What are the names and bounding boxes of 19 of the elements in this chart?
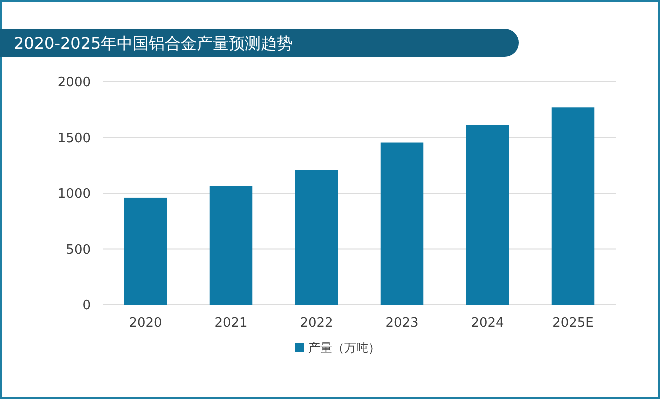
y-tick-label: 1500	[58, 131, 91, 146]
chart-title: 2020-2025年中国铝合金产量预测趋势	[14, 34, 294, 53]
bar	[295, 170, 338, 305]
y-tick-label: 500	[66, 242, 91, 258]
y-tick-label: 0	[82, 298, 91, 314]
x-tick-label: 2024	[471, 316, 504, 331]
bar	[210, 186, 253, 305]
x-tick-label: 2025E	[552, 316, 594, 331]
y-tick-label: 2000	[58, 76, 91, 90]
legend-label: 产量（万吨）	[308, 341, 380, 355]
x-tick-label: 2020	[129, 316, 162, 331]
x-tick-label: 2021	[214, 316, 248, 331]
bar	[380, 142, 424, 305]
x-tick-label: 2022	[300, 316, 334, 331]
bar	[124, 198, 168, 305]
y-tick-label: 1000	[58, 187, 91, 202]
x-tick-label: 2023	[386, 316, 419, 331]
bar	[552, 108, 595, 305]
bar	[466, 125, 510, 305]
